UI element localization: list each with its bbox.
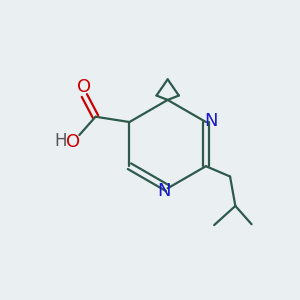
Text: N: N [158,182,171,200]
Text: O: O [77,78,92,96]
Text: N: N [205,112,218,130]
Text: H: H [55,133,68,151]
Text: O: O [66,133,80,151]
